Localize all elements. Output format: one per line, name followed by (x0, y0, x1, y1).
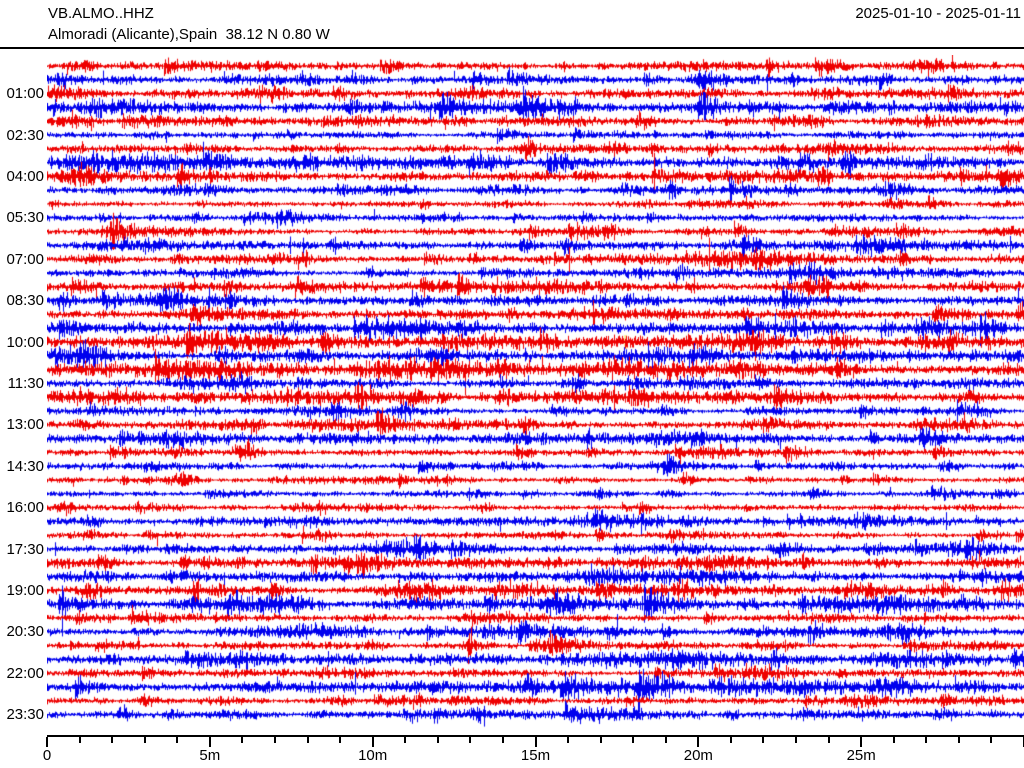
x-minor-tick (762, 737, 765, 743)
x-major-tick (697, 737, 700, 747)
x-minor-tick (241, 737, 244, 743)
x-minor-tick (632, 737, 635, 743)
x-minor-tick (599, 737, 602, 743)
time-label: 23:30 (6, 706, 44, 724)
x-axis-label: 10m (358, 747, 388, 764)
time-label: 02:30 (6, 126, 44, 144)
time-label: 13:00 (6, 416, 44, 434)
x-axis-label: 20m (683, 747, 713, 764)
time-label: 01:00 (6, 85, 44, 103)
x-axis-label: 25m (846, 747, 876, 764)
x-minor-tick (925, 737, 928, 743)
x-minor-tick (436, 737, 439, 743)
x-minor-tick (78, 737, 81, 743)
x-minor-tick (469, 737, 472, 743)
time-label: 17:30 (6, 540, 44, 558)
time-label: 19:00 (6, 581, 44, 599)
x-axis-label: 15m (520, 747, 551, 764)
time-label: 05:30 (6, 209, 44, 227)
x-minor-tick (339, 737, 342, 743)
time-label: 16:00 (6, 499, 44, 517)
waveform-canvas (47, 55, 1024, 731)
x-minor-tick (990, 737, 993, 743)
time-label: 10:00 (6, 333, 44, 351)
x-major-tick (208, 737, 211, 747)
x-major-tick (46, 737, 48, 747)
x-axis-label: 5m (199, 747, 221, 764)
x-major-tick (860, 737, 863, 747)
x-minor-tick (404, 737, 407, 743)
x-minor-tick (111, 737, 114, 743)
x-minor-tick (729, 737, 732, 743)
x-minor-tick (892, 737, 895, 743)
x-minor-tick (957, 737, 960, 743)
time-label: 07:00 (6, 250, 44, 268)
x-major-tick (534, 737, 537, 747)
time-label: 20:30 (6, 623, 44, 641)
x-minor-tick (664, 737, 667, 743)
time-label: 11:30 (7, 374, 44, 392)
time-label: 14:30 (6, 457, 44, 475)
date-range: 2025-01-10 - 2025-01-11 (855, 5, 1021, 22)
x-minor-tick (567, 737, 570, 743)
header-separator (0, 47, 1024, 49)
station-id: VB.ALMO..HHZ (48, 5, 154, 22)
x-minor-tick (501, 737, 504, 743)
x-minor-tick (306, 737, 309, 743)
x-minor-tick (273, 737, 276, 743)
time-label: 04:00 (6, 167, 44, 185)
time-label: 22:00 (6, 664, 44, 682)
x-minor-tick (176, 737, 179, 743)
x-axis-line (47, 735, 1024, 737)
x-minor-tick (795, 737, 798, 743)
x-minor-tick (143, 737, 146, 743)
time-label: 08:30 (6, 292, 44, 310)
x-axis-label: 0 (42, 747, 52, 764)
x-minor-tick (827, 737, 830, 743)
station-location: Almoradi (Alicante),Spain 38.12 N 0.80 W (48, 26, 330, 43)
x-major-tick (371, 737, 374, 747)
